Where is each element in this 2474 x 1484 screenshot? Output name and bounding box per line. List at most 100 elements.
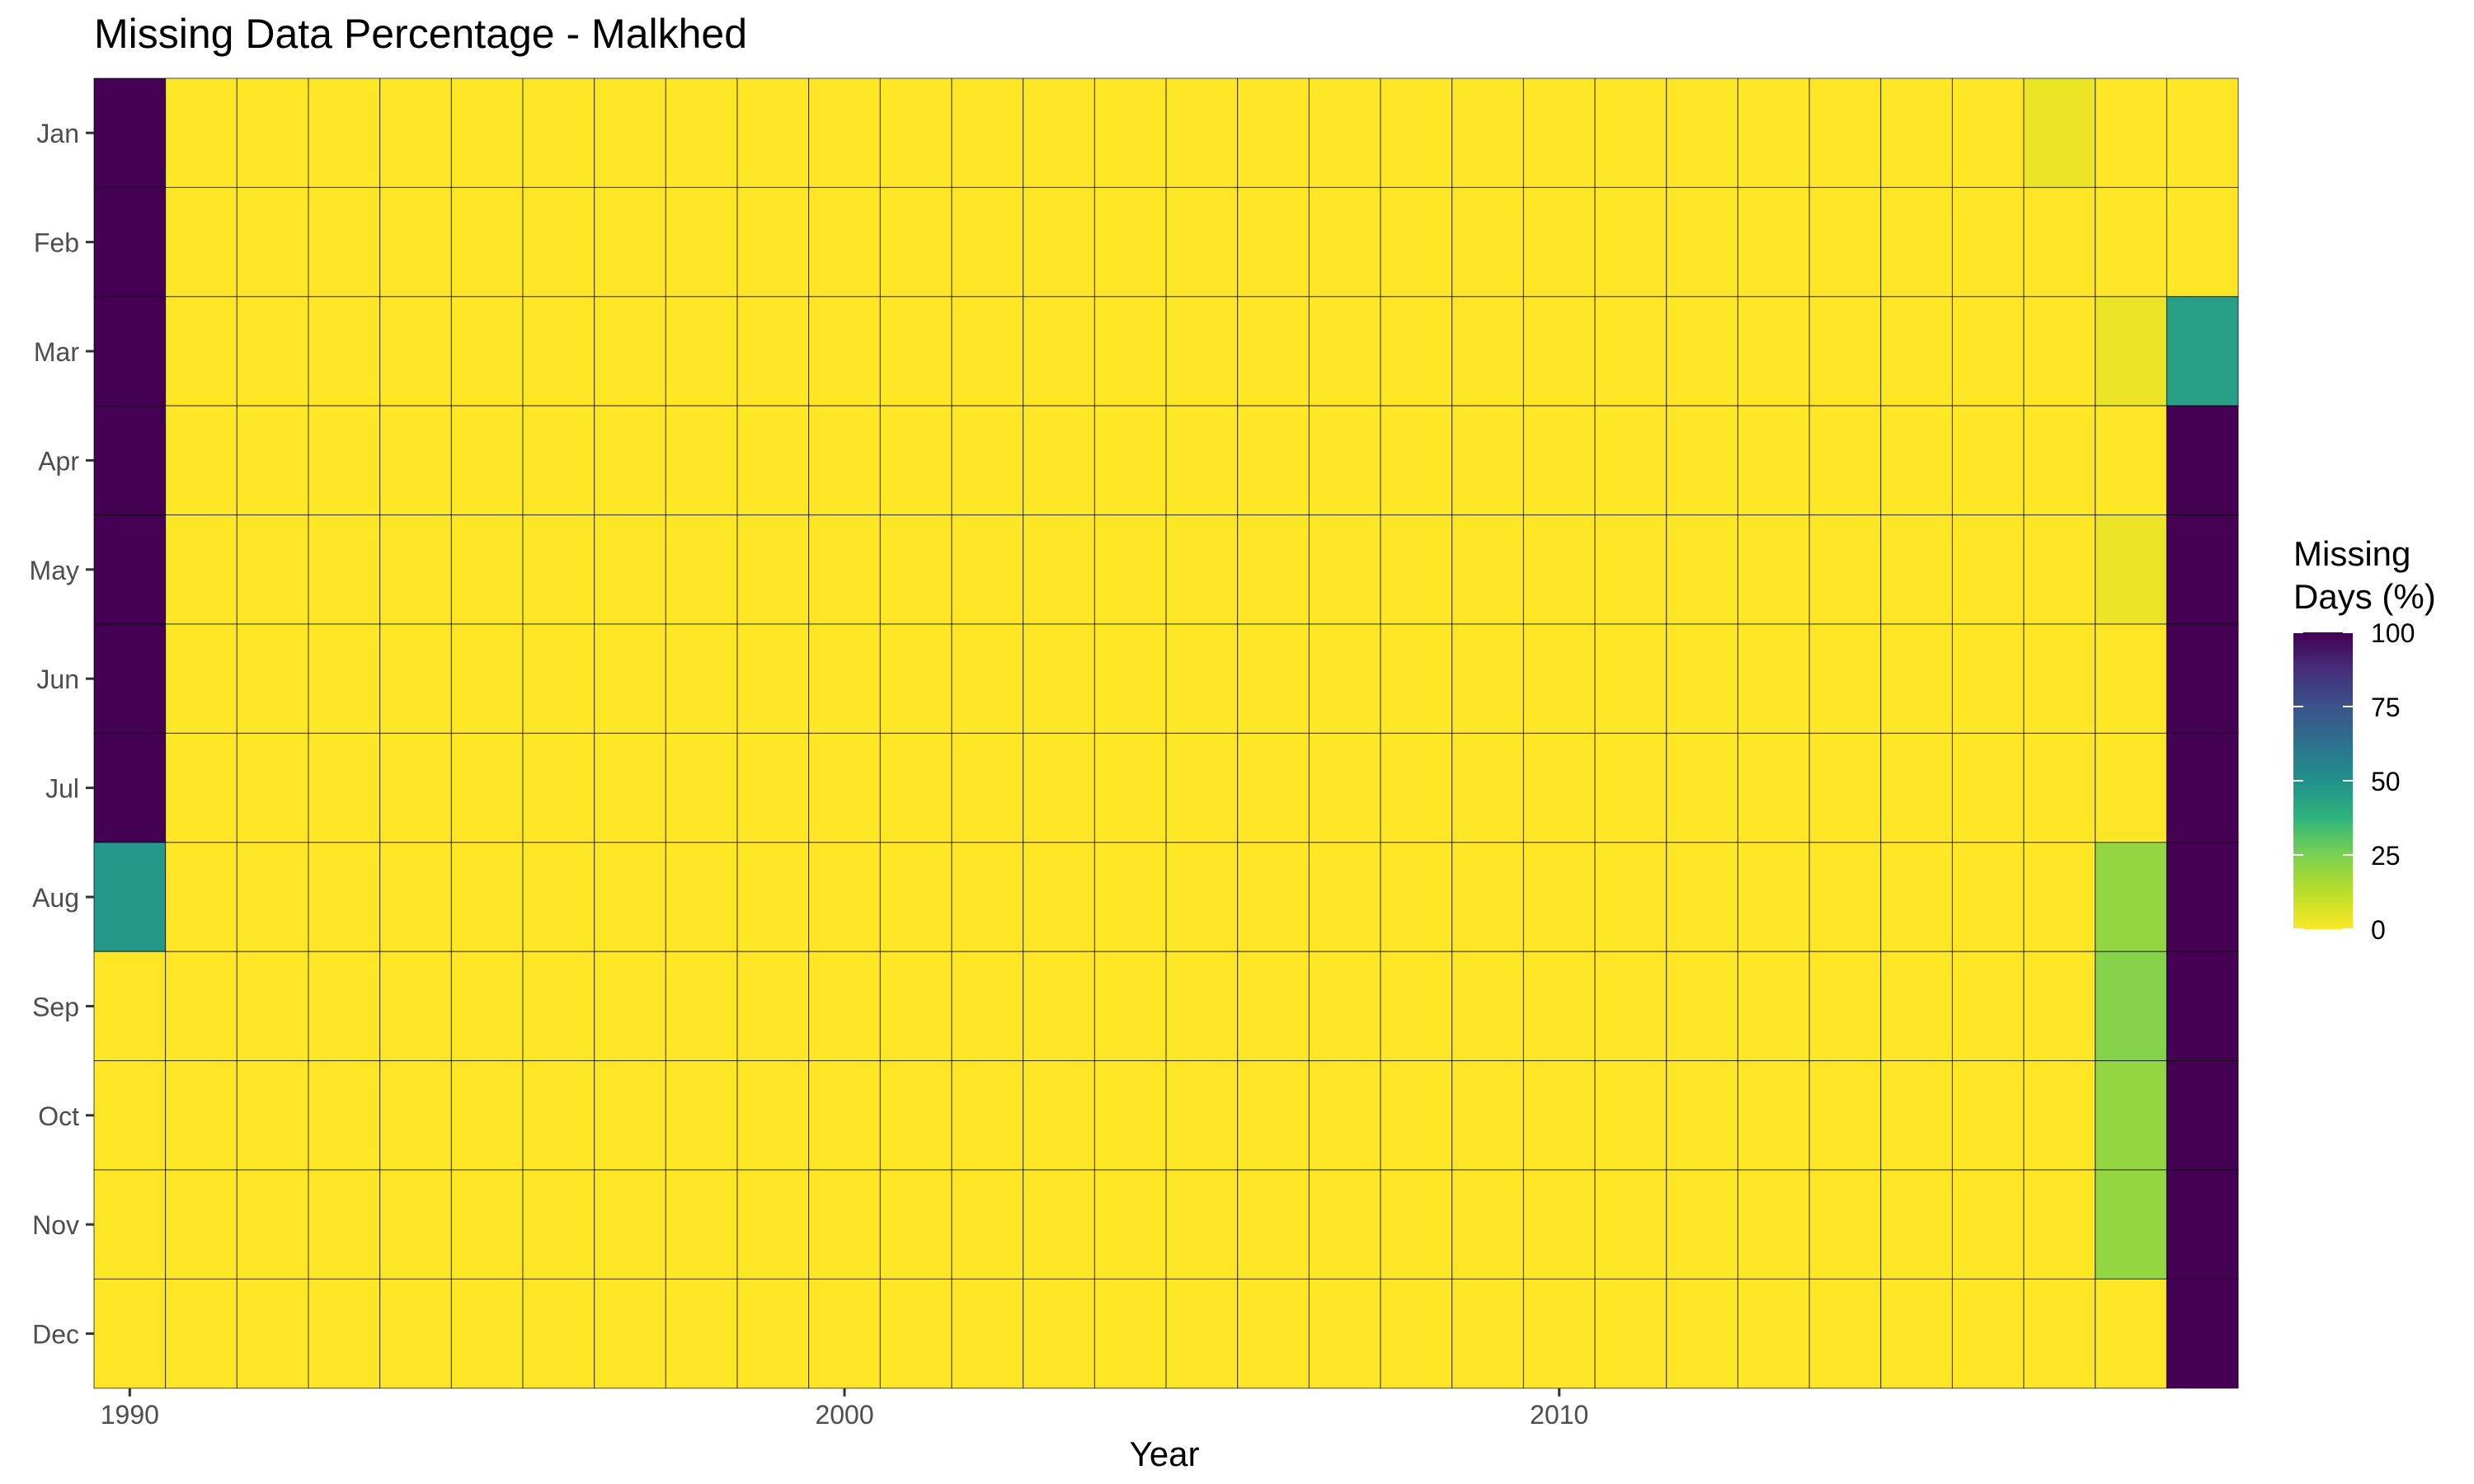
heatmap-cell-apr-2006 bbox=[1237, 405, 1310, 516]
chart-title: Missing Data Percentage - Malkhed bbox=[94, 11, 748, 57]
heatmap-cell-apr-2012 bbox=[1666, 405, 1738, 516]
heatmap-cell-jul-2014 bbox=[1808, 732, 1882, 843]
heatmap-cell-feb-2001 bbox=[879, 186, 952, 298]
y-tick-label-jun: Jun bbox=[36, 665, 79, 694]
heatmap-cell-mar-2012 bbox=[1666, 296, 1738, 406]
heatmap-cell-may-1993 bbox=[308, 514, 381, 625]
heatmap-cell-mar-2018 bbox=[2095, 296, 2167, 406]
heatmap-cell-sep-2013 bbox=[1737, 951, 1810, 1062]
heatmap-cell-nov-2015 bbox=[1880, 1169, 1953, 1280]
heatmap-cell-apr-2003 bbox=[1023, 405, 1095, 516]
heatmap-cell-feb-2010 bbox=[1522, 186, 1596, 298]
y-tick-label-feb: Feb bbox=[34, 228, 79, 258]
heatmap-cell-oct-2017 bbox=[2023, 1060, 2096, 1171]
heatmap-cell-jul-2015 bbox=[1880, 732, 1953, 843]
heatmap-cell-feb-1995 bbox=[450, 186, 524, 298]
heatmap-cell-nov-2017 bbox=[2023, 1169, 2096, 1280]
heatmap-cell-nov-1997 bbox=[594, 1169, 666, 1280]
heatmap-cell-nov-1996 bbox=[522, 1169, 595, 1280]
heatmap-cell-aug-1998 bbox=[665, 842, 738, 952]
heatmap-cell-sep-2019 bbox=[2166, 951, 2239, 1062]
x-tick-label-1990: 1990 bbox=[101, 1400, 159, 1430]
heatmap-cell-dec-1991 bbox=[165, 1278, 238, 1389]
heatmap-cell-aug-2008 bbox=[1380, 842, 1453, 952]
heatmap-cell-jul-1999 bbox=[736, 732, 810, 843]
heatmap-cell-aug-1995 bbox=[450, 842, 524, 952]
heatmap-cell-nov-2018 bbox=[2095, 1169, 2167, 1280]
heatmap-cell-dec-2005 bbox=[1165, 1278, 1239, 1389]
heatmap-cell-jul-2018 bbox=[2095, 732, 2167, 843]
heatmap-cell-jun-2019 bbox=[2166, 623, 2239, 734]
heatmap-cell-apr-1994 bbox=[379, 405, 452, 516]
heatmap-cell-sep-2015 bbox=[1880, 951, 1953, 1062]
heatmap-cell-may-1997 bbox=[594, 514, 666, 625]
heatmap-cell-jul-1992 bbox=[236, 732, 309, 843]
legend-ticks: 100 75 50 25 0 bbox=[2293, 618, 2415, 945]
heatmap-cell-oct-1990 bbox=[93, 1060, 167, 1171]
heatmap-cell-jan-2012 bbox=[1666, 77, 1738, 188]
heatmap-cell-feb-2016 bbox=[1951, 186, 2025, 298]
heatmap-cell-sep-1993 bbox=[308, 951, 381, 1062]
heatmap-cell-nov-2001 bbox=[879, 1169, 952, 1280]
heatmap-cell-oct-1995 bbox=[450, 1060, 524, 1171]
heatmap-cell-may-1995 bbox=[450, 514, 524, 625]
y-tick-label-sep: Sep bbox=[32, 992, 79, 1021]
x-axis-label: Year bbox=[1130, 1435, 1200, 1473]
heatmap-cell-sep-1991 bbox=[165, 951, 238, 1062]
heatmap-cell-aug-2015 bbox=[1880, 842, 1953, 952]
heatmap-cell-sep-1996 bbox=[522, 951, 595, 1062]
heatmap-cell-oct-2012 bbox=[1666, 1060, 1738, 1171]
heatmap-cell-feb-2002 bbox=[951, 186, 1024, 298]
legend-tick-label-50: 50 bbox=[2371, 767, 2401, 796]
heatmap-cell-dec-2013 bbox=[1737, 1278, 1810, 1389]
heatmap-cell-dec-2009 bbox=[1451, 1278, 1524, 1389]
heatmap-cell-mar-2002 bbox=[951, 296, 1024, 406]
heatmap-cell-jan-2016 bbox=[1951, 77, 2025, 188]
heatmap-cell-mar-1990 bbox=[93, 296, 167, 406]
heatmap-cell-jun-1992 bbox=[236, 623, 309, 734]
heatmap-cell-aug-2004 bbox=[1094, 842, 1167, 952]
heatmap-cell-jul-2000 bbox=[808, 732, 881, 843]
heatmap-cell-may-2000 bbox=[808, 514, 881, 625]
heatmap-cell-feb-2012 bbox=[1666, 186, 1738, 298]
heatmap-cell-dec-2018 bbox=[2095, 1278, 2167, 1389]
heatmap-cell-aug-2010 bbox=[1522, 842, 1596, 952]
heatmap-cell-oct-2014 bbox=[1808, 1060, 1882, 1171]
heatmap-cell-aug-2006 bbox=[1237, 842, 1310, 952]
heatmap-cell-mar-1997 bbox=[594, 296, 666, 406]
heatmap-cell-nov-1995 bbox=[450, 1169, 524, 1280]
legend-tick-label-75: 75 bbox=[2371, 693, 2401, 722]
heatmap-cell-may-1994 bbox=[379, 514, 452, 625]
heatmap-cell-jun-1995 bbox=[450, 623, 524, 734]
heatmap-cell-feb-1990 bbox=[93, 186, 167, 298]
heatmap-cell-apr-2002 bbox=[951, 405, 1024, 516]
heatmap-cell-apr-2015 bbox=[1880, 405, 1953, 516]
heatmap-cell-apr-2008 bbox=[1380, 405, 1453, 516]
heatmap-cell-oct-2007 bbox=[1308, 1060, 1381, 1171]
heatmap-cell-sep-2009 bbox=[1451, 951, 1524, 1062]
heatmap-cell-may-2009 bbox=[1451, 514, 1524, 625]
heatmap-cell-feb-2017 bbox=[2023, 186, 2096, 298]
x-tick-label-2000: 2000 bbox=[815, 1400, 873, 1430]
y-tick-label-oct: Oct bbox=[38, 1101, 79, 1131]
heatmap-cell-sep-1995 bbox=[450, 951, 524, 1062]
heatmap-cell-jul-2006 bbox=[1237, 732, 1310, 843]
heatmap-cell-jan-2007 bbox=[1308, 77, 1381, 188]
heatmap-cell-mar-2005 bbox=[1165, 296, 1239, 406]
heatmap-cell-dec-1993 bbox=[308, 1278, 381, 1389]
heatmap-cell-nov-2003 bbox=[1023, 1169, 1095, 1280]
heatmap-cell-sep-2012 bbox=[1666, 951, 1738, 1062]
y-tick-label-aug: Aug bbox=[32, 883, 79, 913]
y-axis: Jan Feb Mar Apr May Jun Jul Aug Sep Oct Nov Dec bbox=[30, 119, 94, 1350]
heatmap-cell-may-1990 bbox=[93, 514, 167, 625]
heatmap-cell-aug-2013 bbox=[1737, 842, 1810, 952]
heatmap-cell-jul-2016 bbox=[1951, 732, 2025, 843]
heatmap-cell-oct-1999 bbox=[736, 1060, 810, 1171]
heatmap-cell-feb-2011 bbox=[1594, 186, 1667, 298]
heatmap-cell-dec-2019 bbox=[2166, 1278, 2239, 1389]
heatmap-cell-jan-2009 bbox=[1451, 77, 1524, 188]
heatmap-cell-sep-2004 bbox=[1094, 951, 1167, 1062]
heatmap-cell-aug-2000 bbox=[808, 842, 881, 952]
heatmap-cell-oct-1994 bbox=[379, 1060, 452, 1171]
